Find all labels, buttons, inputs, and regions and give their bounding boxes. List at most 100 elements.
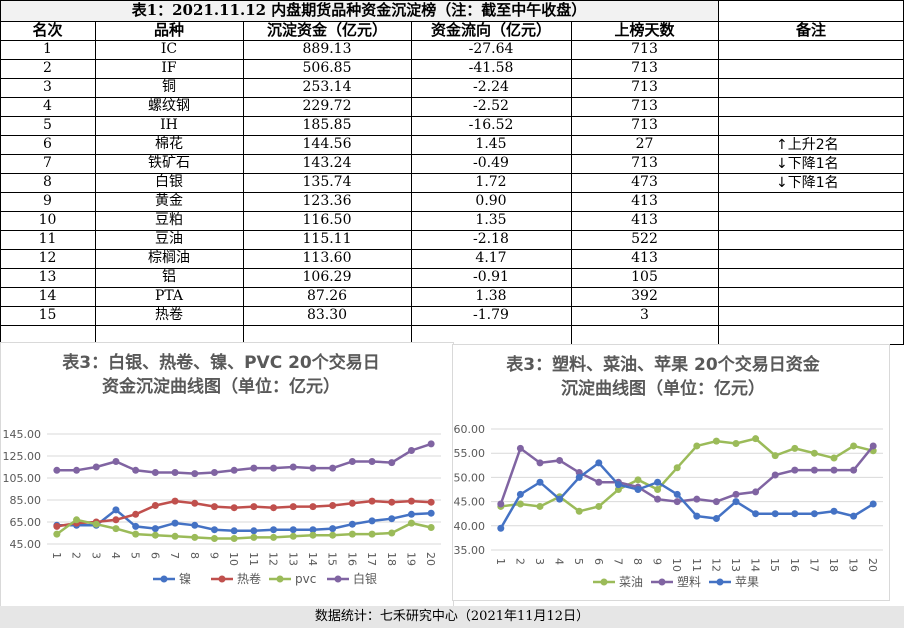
capital-cell: 229.72 <box>302 98 352 114</box>
capital-cell: 123.36 <box>302 193 352 209</box>
data-point <box>250 464 258 472</box>
data-point <box>112 458 120 465</box>
data-point <box>693 442 701 450</box>
days-cell: 713 <box>631 60 658 76</box>
x-tick-label: 19 <box>404 552 417 566</box>
data-point <box>210 503 218 511</box>
data-point <box>850 512 858 520</box>
x-tick-label: 16 <box>788 558 801 572</box>
data-point <box>289 463 297 471</box>
data-point <box>771 510 779 518</box>
series-line-白银 <box>56 442 432 475</box>
data-point <box>270 533 278 541</box>
y-tick-label: 65.00 <box>10 516 42 529</box>
name-cell: 豆粕 <box>155 212 183 228</box>
x-tick-label: 12 <box>709 558 722 572</box>
footer: 数据统计：七禾研究中心（2021年11月12日） <box>0 606 904 628</box>
data-point <box>171 469 179 476</box>
x-tick-label: 20 <box>424 552 437 566</box>
days-cell: 713 <box>631 98 658 114</box>
data-point <box>791 466 799 474</box>
legend-marker <box>334 575 342 583</box>
rank-change-note: ↓下降1名 <box>776 174 839 192</box>
data-point <box>732 490 740 498</box>
legend-marker <box>716 578 724 586</box>
data-point <box>309 503 317 511</box>
column-header: 品种 <box>153 21 184 39</box>
name-cell: IF <box>161 60 177 76</box>
chart-title-right: 表3：塑料、菜油、苹果 20个交易日资金 沉淀曲线图（单位：亿元） <box>453 353 873 401</box>
data-point <box>791 444 799 452</box>
x-tick-label: 14 <box>306 552 319 566</box>
data-point <box>407 510 415 518</box>
data-point <box>171 497 179 505</box>
rank-cell: 12 <box>38 250 57 266</box>
series-line-苹果 <box>499 461 874 529</box>
x-tick-label: 16 <box>345 552 358 566</box>
data-point <box>634 476 642 484</box>
flow-cell: -0.49 <box>473 155 509 171</box>
data-point <box>289 526 297 534</box>
name-cell: 铝 <box>162 269 176 285</box>
data-point <box>368 530 376 538</box>
days-cell: 27 <box>635 136 654 152</box>
data-point <box>732 498 740 506</box>
data-point <box>191 521 199 529</box>
flow-cell: -1.79 <box>473 307 509 323</box>
data-point <box>388 515 396 523</box>
x-tick-label: 10 <box>670 558 683 572</box>
rank-change-note: ↓下降1名 <box>776 155 839 173</box>
data-point <box>791 510 799 518</box>
data-point <box>368 458 376 465</box>
name-cell: 铁矿石 <box>148 155 190 171</box>
rank-cell: 14 <box>38 288 57 304</box>
y-tick-label: 35.00 <box>454 544 486 557</box>
data-point <box>132 522 140 530</box>
data-point <box>151 531 159 539</box>
data-point <box>575 473 583 481</box>
capital-cell: 116.50 <box>302 212 352 228</box>
flow-cell: -16.52 <box>468 117 514 133</box>
rank-cell: 10 <box>38 212 57 228</box>
data-point <box>830 466 838 474</box>
days-cell: 713 <box>631 79 658 95</box>
y-tick-label: 60.00 <box>454 423 486 436</box>
x-tick-label: 4 <box>553 558 566 565</box>
data-point <box>250 533 258 541</box>
data-point <box>348 499 356 507</box>
data-point <box>869 500 877 508</box>
capital-cell: 113.60 <box>302 250 352 266</box>
legend-label: 塑料 <box>677 574 701 589</box>
legend-label: 菜油 <box>619 575 643 589</box>
data-point <box>595 478 603 486</box>
data-point <box>575 507 583 515</box>
x-tick-label: 5 <box>572 558 585 565</box>
rank-cell: 4 <box>43 98 52 114</box>
capital-cell: 87.26 <box>306 288 348 304</box>
data-point <box>191 470 199 478</box>
name-cell: 白银 <box>155 174 183 190</box>
y-tick-label: 105.00 <box>3 472 42 485</box>
data-point <box>368 517 376 525</box>
flow-cell: -41.58 <box>468 60 514 76</box>
data-point <box>92 463 100 471</box>
rank-cell: 15 <box>38 307 57 323</box>
rank-cell: 13 <box>38 269 57 285</box>
days-cell: 392 <box>631 288 658 304</box>
days-cell: 3 <box>640 307 649 323</box>
days-cell: 413 <box>631 250 658 266</box>
name-cell: IH <box>160 117 178 133</box>
data-point <box>771 471 779 479</box>
x-tick-label: 1 <box>50 552 63 559</box>
data-point <box>673 498 681 506</box>
ranking-table <box>0 0 904 342</box>
flow-cell: 1.38 <box>475 288 507 304</box>
rank-cell: 8 <box>43 174 52 190</box>
data-point <box>516 500 524 508</box>
legend-marker <box>600 578 608 586</box>
y-tick-label: 40.00 <box>454 520 486 533</box>
days-cell: 522 <box>631 231 658 247</box>
data-point <box>250 503 258 511</box>
data-point <box>654 486 662 493</box>
capital-cell: 115.11 <box>302 231 352 247</box>
